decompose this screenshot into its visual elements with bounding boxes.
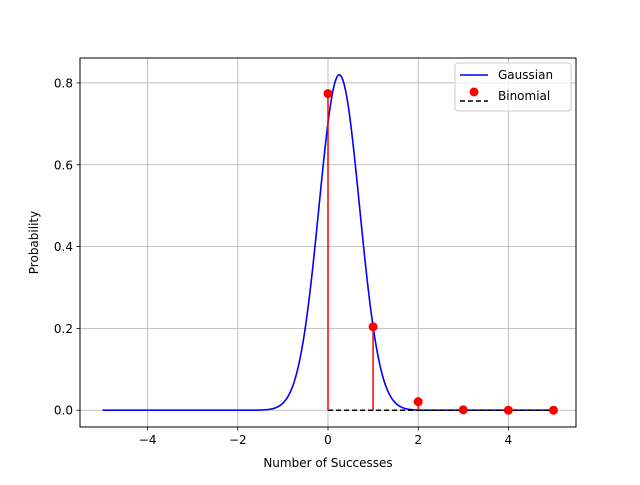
y-tick-label: 0.4 — [54, 240, 73, 254]
binomial-marker — [368, 322, 378, 332]
y-tick-label: 0.0 — [54, 404, 73, 418]
x-axis-label: Number of Successes — [263, 456, 392, 470]
binomial-marker — [323, 89, 333, 99]
legend-binomial-label: Binomial — [498, 89, 550, 103]
x-tick-label: −2 — [229, 433, 247, 447]
plot-area — [102, 73, 558, 415]
legend-gaussian-label: Gaussian — [498, 68, 553, 82]
binomial-marker — [503, 405, 513, 415]
binomial-marker — [413, 397, 423, 407]
legend: Gaussian Binomial — [454, 62, 572, 112]
x-tick-label: −4 — [139, 433, 157, 447]
y-tick-label: 0.6 — [54, 158, 73, 172]
y-tick-label: 0.2 — [54, 322, 73, 336]
legend-binomial-marker-swatch — [469, 87, 479, 97]
y-axis-label: Probability — [27, 211, 41, 274]
ticks: −4 −2 0 2 4 0.0 0.2 0.4 0.6 0.8 — [54, 76, 512, 447]
binomial-marker — [458, 405, 468, 415]
x-tick-label: 2 — [414, 433, 422, 447]
x-tick-label: 0 — [324, 433, 332, 447]
x-tick-label: 4 — [505, 433, 513, 447]
y-tick-label: 0.8 — [54, 76, 73, 90]
binomial-marker — [548, 405, 558, 415]
